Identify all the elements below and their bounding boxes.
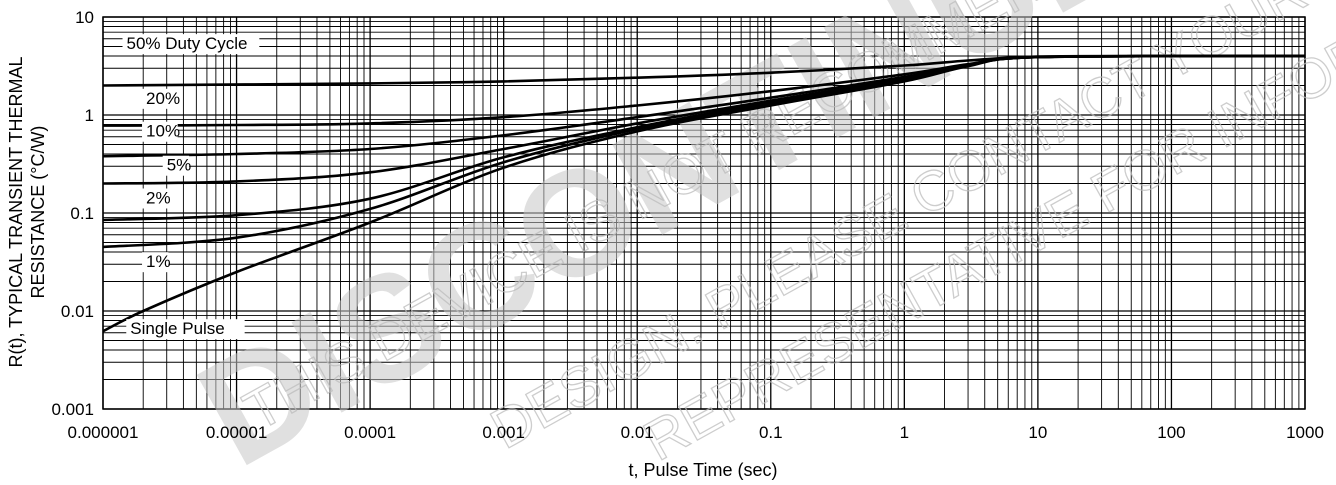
y-tick-label: 1 xyxy=(85,106,94,125)
x-tick-label: 0.001 xyxy=(482,423,525,442)
x-tick-label: 0.1 xyxy=(759,423,783,442)
x-tick-label: 10 xyxy=(1028,423,1047,442)
series-label-background xyxy=(122,34,260,55)
y-axis-title-line-1: R(t), TYPICAL TRANSIENT THERMAL xyxy=(6,56,26,367)
series-labels: 50% Duty Cycle 20% 10% 5% 2% 1% Single Pulse xyxy=(122,34,260,340)
series-label-background xyxy=(142,88,178,109)
chart-grid xyxy=(102,16,1306,410)
series-label-3: 5% xyxy=(167,156,192,175)
y-tick-label: 10 xyxy=(75,8,94,27)
series-label-background xyxy=(142,121,178,142)
x-tick-label: 1 xyxy=(900,423,909,442)
chart-series xyxy=(102,54,1306,333)
series-label-6: Single Pulse xyxy=(130,319,225,338)
x-axis-title: t, Pulse Time (sec) xyxy=(628,460,777,480)
series-label-4: 2% xyxy=(146,189,171,208)
series-label-background xyxy=(142,188,169,209)
x-tick-label: 0.000001 xyxy=(68,423,139,442)
series-label-background xyxy=(142,252,169,273)
x-tick-labels: 0.000001 0.00001 0.0001 0.001 0.01 0.1 1 10 100 1… xyxy=(68,423,1324,442)
series-line-6 xyxy=(102,54,1306,333)
series-label-1: 20% xyxy=(146,89,180,108)
x-tick-label: 0.01 xyxy=(621,423,654,442)
series-label-0: 50% Duty Cycle xyxy=(127,34,248,53)
x-tick-label: 0.0001 xyxy=(344,423,396,442)
x-tick-label: 0.00001 xyxy=(206,423,267,442)
series-label-background xyxy=(126,319,245,340)
series-label-5: 1% xyxy=(146,252,171,271)
x-tick-label: 1000 xyxy=(1286,423,1324,442)
y-tick-label: 0.1 xyxy=(70,204,94,223)
y-axis-title-line-2: RESISTANCE (°C/W) xyxy=(28,126,48,299)
x-tick-label: 100 xyxy=(1157,423,1185,442)
y-tick-label: 0.01 xyxy=(61,302,94,321)
y-tick-label: 0.001 xyxy=(51,400,94,419)
plot-frame xyxy=(102,16,1306,410)
y-tick-labels: 0.001 0.01 0.1 1 10 xyxy=(51,8,94,419)
series-label-2: 10% xyxy=(146,122,180,141)
series-label-background xyxy=(162,155,190,176)
